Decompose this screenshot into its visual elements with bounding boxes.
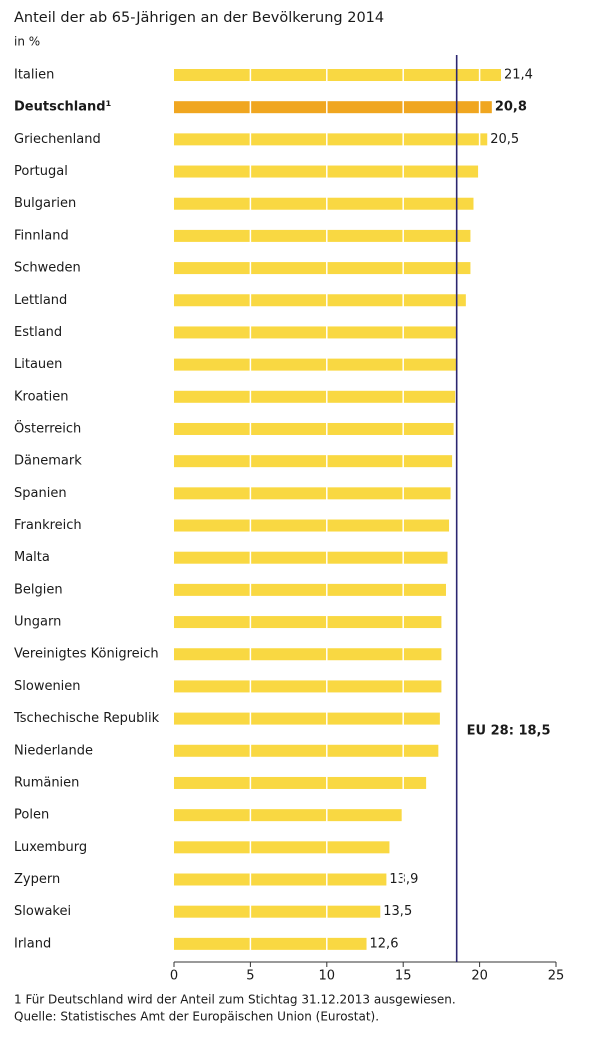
y-tick-label: Belgien: [14, 582, 63, 597]
y-tick-label: Italien: [14, 68, 54, 83]
y-tick-label: Litauen: [14, 357, 62, 372]
bar: [174, 133, 488, 146]
bar: [174, 551, 448, 564]
value-label: 12,6: [370, 936, 399, 951]
bar: [174, 583, 446, 596]
footnote: 1 Für Deutschland wird der Anteil zum St…: [14, 993, 456, 1007]
chart-title: Anteil der ab 65-Jährigen an der Bevölke…: [14, 10, 384, 26]
bar: [174, 422, 454, 435]
value-label: 13,5: [383, 904, 412, 919]
y-tick-label: Polen: [14, 808, 49, 823]
value-label: 20,8: [495, 100, 527, 115]
y-tick-label: Österreich: [14, 419, 81, 436]
y-tick-label: Deutschland¹: [14, 100, 111, 115]
bar: [174, 841, 390, 854]
x-tick-label: 0: [170, 969, 178, 984]
x-tick-label: 25: [548, 969, 565, 984]
y-tick-label: Kroatien: [14, 389, 68, 404]
y-tick-label: Finnland: [14, 228, 69, 243]
source: Quelle: Statistisches Amt der Europäisch…: [14, 1010, 379, 1024]
bar: [174, 326, 457, 339]
bar: [174, 262, 471, 275]
y-tick-label: Rumänien: [14, 775, 79, 790]
value-label: 21,4: [504, 68, 533, 83]
y-tick-label: Estland: [14, 325, 62, 340]
bar: [174, 809, 402, 822]
y-tick-label: Spanien: [14, 486, 67, 501]
bar: [174, 616, 442, 629]
bar: [174, 873, 387, 886]
y-tick-label: Bulgarien: [14, 196, 76, 211]
bar: [174, 165, 479, 178]
bar: [174, 648, 442, 661]
bar: [174, 197, 474, 210]
bar: [174, 776, 427, 789]
y-tick-label: Portugal: [14, 164, 68, 179]
chart-subtitle: in %: [14, 35, 40, 49]
y-tick-label: Niederlande: [14, 743, 93, 758]
bar: [174, 358, 457, 371]
bar: [174, 905, 381, 918]
bar: [174, 101, 492, 114]
y-tick-label: Vereinigtes Königreich: [14, 647, 159, 662]
y-tick-label: Zypern: [14, 872, 60, 887]
x-tick-label: 5: [246, 969, 254, 984]
bar: [174, 487, 451, 500]
bar: [174, 937, 367, 950]
y-tick-label: Irland: [14, 936, 51, 951]
y-tick-label: Tschechische Republik: [13, 711, 160, 726]
y-tick-label: Ungarn: [14, 615, 61, 630]
bar: [174, 712, 440, 725]
y-tick-label: Frankreich: [14, 518, 82, 533]
bar: [174, 680, 442, 693]
y-tick-label: Schweden: [14, 261, 81, 276]
x-tick-label: 10: [319, 969, 336, 984]
value-label: 20,5: [490, 132, 519, 147]
bar: [174, 519, 450, 532]
bar: [174, 69, 501, 81]
y-tick-label: Griechenland: [14, 132, 101, 147]
bar: [174, 455, 453, 468]
y-tick-label: Malta: [14, 550, 50, 565]
bar: [174, 229, 471, 242]
bar: [174, 744, 439, 757]
bar: [174, 294, 466, 307]
y-tick-label: Luxemburg: [14, 840, 87, 855]
y-tick-label: Slowakei: [14, 904, 71, 919]
bar: [174, 390, 456, 403]
x-tick-label: 20: [471, 969, 488, 984]
y-tick-label: Dänemark: [14, 454, 82, 469]
y-tick-label: Lettland: [14, 293, 67, 308]
reference-label: EU 28: 18,5: [467, 724, 551, 739]
x-tick-label: 15: [395, 969, 412, 984]
y-tick-label: Slowenien: [14, 679, 81, 694]
